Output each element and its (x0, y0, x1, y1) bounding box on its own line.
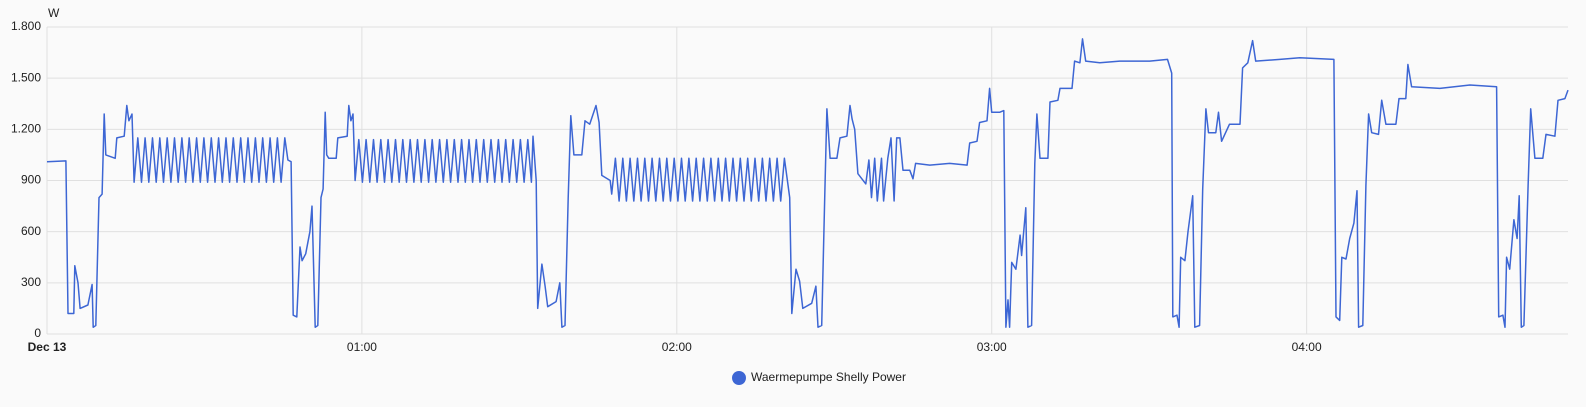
legend: Waermepumpe Shelly Power (732, 370, 906, 385)
y-tick-label: 1.200 (11, 122, 41, 136)
x-tick-label: 02:00 (662, 340, 692, 354)
x-tick-label: 03:00 (977, 340, 1007, 354)
y-axis-unit: W (48, 6, 60, 20)
y-tick-label: 0 (34, 326, 41, 340)
y-tick-label: 600 (21, 224, 41, 238)
data-line (46, 38, 1569, 328)
legend-swatch (732, 371, 746, 385)
y-tick-label: 1.800 (11, 19, 41, 33)
x-tick-label: Dec 13 (28, 340, 67, 354)
y-tick-label: 1.500 (11, 70, 41, 84)
x-tick-label: 04:00 (1292, 340, 1322, 354)
y-tick-label: 300 (21, 275, 41, 289)
y-tick-label: 900 (21, 173, 41, 187)
x-tick-label: 01:00 (347, 340, 377, 354)
legend-label: Waermepumpe Shelly Power (751, 370, 906, 384)
